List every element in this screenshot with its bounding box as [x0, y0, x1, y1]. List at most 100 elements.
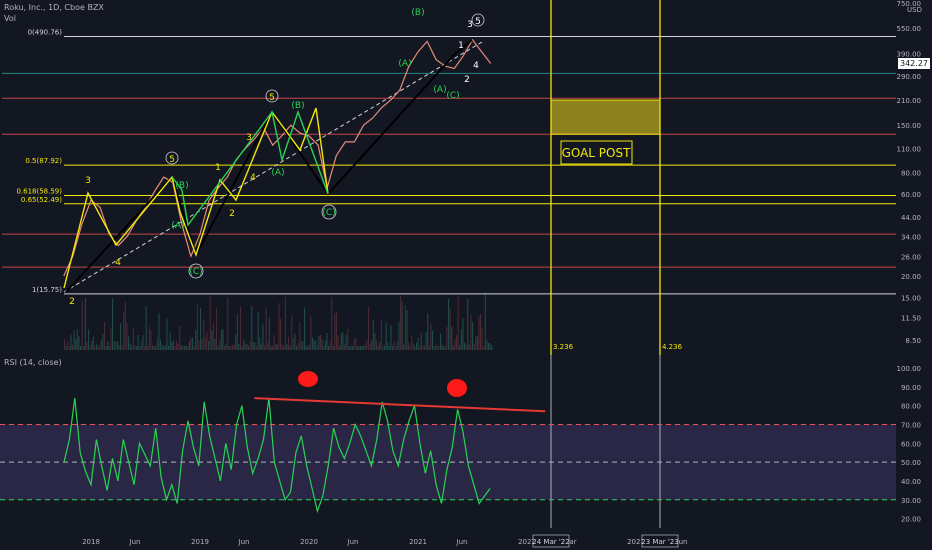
fib-level-label: 1(15.75) — [32, 286, 62, 294]
volume-bar — [408, 342, 410, 350]
volume-bar — [382, 345, 384, 350]
currency-label: USD — [907, 6, 922, 14]
volume-bar — [451, 326, 453, 350]
time-axis-tick: Jun — [238, 538, 250, 546]
time-axis-tick: 2022 — [518, 538, 536, 546]
volume-bar — [294, 333, 296, 350]
volume-bar — [424, 345, 426, 350]
wave-label-green: (B) — [411, 8, 424, 18]
volume-bar — [374, 333, 376, 350]
volume-bar — [420, 332, 422, 350]
volume-bar — [460, 329, 462, 350]
volume-bar — [99, 345, 101, 350]
volume-bar — [433, 346, 435, 350]
volume-bar — [491, 345, 493, 350]
volume-bar — [152, 345, 154, 350]
volume-bar — [329, 341, 331, 350]
wave-label-yellow: 1 — [458, 41, 464, 51]
price-axis-tick: 110.00 — [897, 145, 922, 153]
volume-bar — [360, 345, 362, 350]
rsi-axis-tick: 80.00 — [901, 403, 921, 411]
volume-bar — [376, 340, 378, 350]
rsi-peak-marker-2 — [447, 379, 467, 397]
volume-bar — [67, 341, 69, 350]
volume-bar — [449, 308, 451, 350]
volume-bar — [283, 345, 285, 350]
wave-label-yellow: 2 — [229, 209, 235, 219]
volume-bar — [155, 346, 157, 350]
volume-bar — [68, 346, 70, 350]
volume-bar — [176, 340, 178, 350]
wave-label-yellow: 1 — [215, 163, 221, 173]
wave-label-circle — [188, 263, 204, 279]
wave-label-yellow: 4 — [250, 173, 256, 183]
volume-bar — [393, 341, 395, 350]
price-axis-tick: 290.00 — [897, 73, 922, 81]
volume-bar — [201, 339, 203, 350]
wave-label-green: (A) — [171, 221, 184, 231]
volume-bar — [121, 344, 123, 350]
volume-bar — [70, 334, 72, 350]
wave-label-green: (A) — [398, 59, 411, 69]
volume-bar — [233, 344, 235, 350]
volume-bar — [395, 346, 397, 350]
volume-bar — [275, 344, 277, 350]
volume-bar — [113, 341, 115, 350]
volume-bar — [417, 338, 419, 350]
volume-bar — [150, 330, 152, 350]
volume-bar — [464, 342, 466, 350]
volume-bar — [228, 346, 230, 350]
volume-bar — [316, 345, 318, 350]
volume-bar — [240, 306, 242, 350]
volume-bar — [368, 307, 370, 350]
volume-bar — [297, 343, 299, 350]
price-axis-tick: 20.00 — [901, 273, 921, 281]
volume-bar — [380, 319, 382, 350]
volume-bar — [336, 312, 338, 350]
volume-bar — [411, 335, 413, 350]
volume-bar — [123, 311, 125, 350]
volume-bar — [286, 344, 288, 350]
volume-bar — [337, 335, 339, 350]
volume-bar — [284, 297, 286, 350]
wave-label-yellow: 5 — [475, 17, 481, 27]
volume-bar — [305, 345, 307, 350]
volume-bar — [134, 345, 136, 350]
volume-bar — [206, 331, 208, 350]
rsi-trendline — [254, 397, 546, 413]
volume-bar — [246, 344, 248, 350]
volume-bar — [476, 336, 478, 350]
volume-bar — [470, 314, 472, 350]
volume-bar — [425, 332, 427, 350]
volume-bar — [166, 318, 168, 350]
symbol-title: Roku, Inc., 1D, Cboe BZX — [4, 3, 104, 12]
wave-label-circle — [471, 13, 485, 27]
volume-bar — [195, 330, 197, 350]
volume-bar — [379, 341, 381, 350]
volume-bar — [307, 346, 309, 350]
volume-bar — [313, 340, 315, 350]
volume-bar — [454, 338, 456, 350]
volume-bar — [174, 346, 176, 350]
volume-bar — [419, 346, 421, 350]
time-axis-tick: Jun — [129, 538, 141, 546]
volume-bar — [211, 330, 213, 350]
current-price-tag — [898, 58, 930, 69]
volume-bar — [188, 341, 190, 350]
volume-bar — [342, 332, 344, 350]
volume-bar — [452, 345, 454, 350]
price-axis-top-tick: 750.00 — [897, 0, 922, 8]
volume-bar — [302, 341, 304, 350]
volume-bar — [73, 330, 75, 350]
rsi-axis-tick: 100.00 — [897, 365, 922, 373]
time-axis-tick: Jun — [347, 538, 359, 546]
rsi-axis-tick: 70.00 — [901, 421, 921, 429]
volume-bar — [272, 345, 274, 350]
volume-bar — [75, 339, 77, 350]
wave-label-green: (A) — [433, 85, 446, 95]
volume-bar — [396, 341, 398, 350]
volume-bar — [404, 305, 406, 350]
volume-bar — [401, 301, 403, 350]
volume-bar — [251, 305, 253, 350]
volume-bar — [422, 345, 424, 350]
